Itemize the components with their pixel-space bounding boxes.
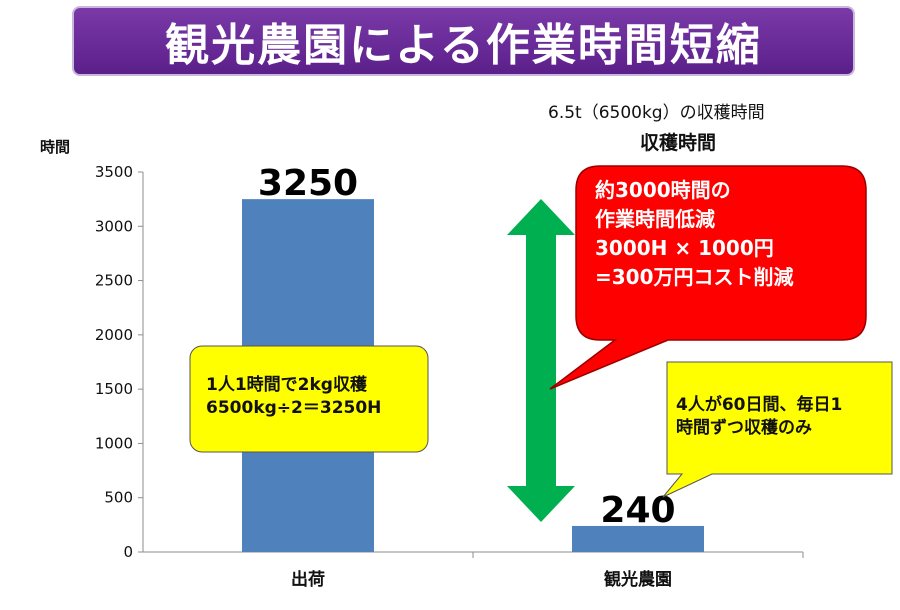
reduction-double-arrow (507, 199, 575, 522)
red-callout-bubble (549, 165, 867, 390)
y-axis-label: 時間 (40, 138, 70, 156)
left-callout-box (189, 345, 429, 453)
red-callout-text: 約3000時間の 作業時間低減 3000H × 1000円 =300万円コスト削… (595, 176, 794, 292)
bar (572, 525, 704, 552)
left-callout-line: 1人1時間で2kg収穫 (206, 375, 367, 395)
y-tick-label: 3500 (95, 163, 133, 181)
chart-subtitle-bold: 収穫時間 (640, 132, 717, 154)
y-tick-label: 2000 (95, 326, 133, 344)
left-callout-text: 1人1時間で2kg収穫 6500kg÷2＝3250H (206, 374, 381, 421)
y-tick-label: 1000 (95, 434, 133, 452)
red-callout-line: 約3000時間の (595, 178, 731, 202)
right-callout-line: 時間ずつ収穫のみ (676, 418, 812, 439)
right-callout-box (662, 361, 893, 498)
y-tick-label: 3000 (95, 217, 133, 235)
bar-data-label: 3250 (258, 163, 358, 204)
left-callout-line: 6500kg÷2＝3250H (206, 398, 382, 419)
y-tick-label: 1500 (95, 380, 133, 398)
right-callout-line: 4人が60日間、毎日1 (676, 395, 843, 415)
x-tick-label: 出荷 (291, 569, 325, 590)
red-callout-line: =300万円コスト削減 (595, 265, 794, 289)
x-tick-label: 観光農園 (604, 569, 672, 590)
y-tick-label: 500 (104, 489, 133, 507)
red-callout-line: 3000H × 1000円 (595, 236, 774, 260)
page-title: 観光農園による作業時間短縮 (72, 6, 855, 76)
y-tick-label: 0 (123, 543, 133, 561)
right-callout-text: 4人が60日間、毎日1 時間ずつ収穫のみ (676, 394, 842, 441)
red-callout-line: 作業時間低減 (595, 207, 715, 231)
chart-subtitle: 6.5t（6500kg）の収穫時間 (548, 103, 765, 123)
y-tick-label: 2500 (95, 272, 133, 290)
